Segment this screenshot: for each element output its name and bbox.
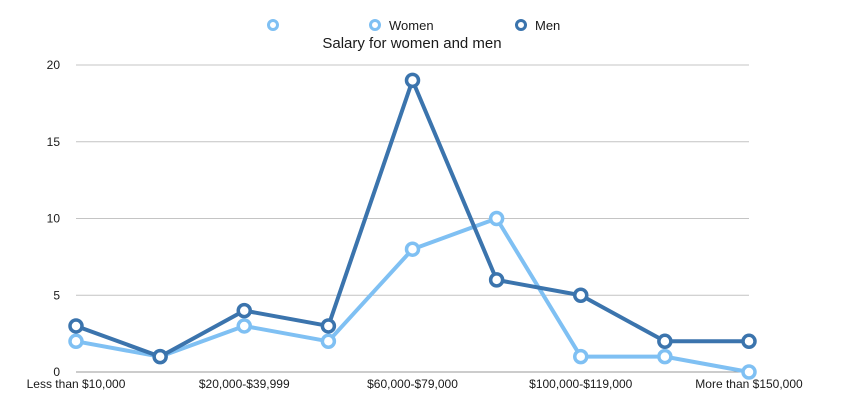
y-tick-label: 5 xyxy=(53,288,60,302)
legend-label: Women xyxy=(389,18,434,33)
data-point xyxy=(573,287,589,303)
legend-item: Women xyxy=(369,18,434,33)
data-point xyxy=(573,348,589,365)
series-men xyxy=(68,72,757,365)
data-point xyxy=(68,333,84,350)
x-tick-label: $20,000-$39,999 xyxy=(199,377,290,391)
y-tick-label: 15 xyxy=(47,135,61,149)
legend-marker xyxy=(515,19,527,31)
x-axis: Less than $10,000 $20,000-$39,999 $60,000-… xyxy=(27,377,803,391)
x-tick-label: $100,000-$119,000 xyxy=(529,377,633,391)
y-tick-label: 0 xyxy=(53,365,60,379)
legend-marker xyxy=(267,19,279,31)
data-point xyxy=(404,241,421,257)
data-point xyxy=(68,318,84,334)
legend-marker xyxy=(369,19,381,31)
legend-item xyxy=(267,19,279,31)
data-point xyxy=(488,272,505,288)
data-point xyxy=(657,348,673,365)
x-tick-label: Less than $10,000 xyxy=(27,377,126,391)
y-tick-label: 20 xyxy=(47,58,61,72)
chart-title: Salary for women and men xyxy=(322,35,501,52)
data-point xyxy=(741,333,757,350)
y-axis: 0 5 10 15 20 xyxy=(47,58,61,379)
gridlines xyxy=(76,64,749,373)
data-point xyxy=(488,210,505,227)
legend: Women Men xyxy=(267,18,560,33)
data-point xyxy=(320,333,337,350)
x-tick-label: More than $150,000 xyxy=(695,377,803,391)
x-tick-label: $60,000-$79,000 xyxy=(367,377,458,391)
data-point xyxy=(320,318,337,334)
data-point xyxy=(236,318,252,334)
data-point xyxy=(404,72,421,89)
data-point xyxy=(657,333,673,350)
data-point xyxy=(741,364,757,380)
series-layer xyxy=(68,72,757,380)
data-point xyxy=(236,302,252,319)
y-tick-label: 10 xyxy=(47,212,61,226)
data-point xyxy=(152,348,168,365)
legend-item: Men xyxy=(515,18,560,33)
legend-label: Men xyxy=(535,18,560,33)
